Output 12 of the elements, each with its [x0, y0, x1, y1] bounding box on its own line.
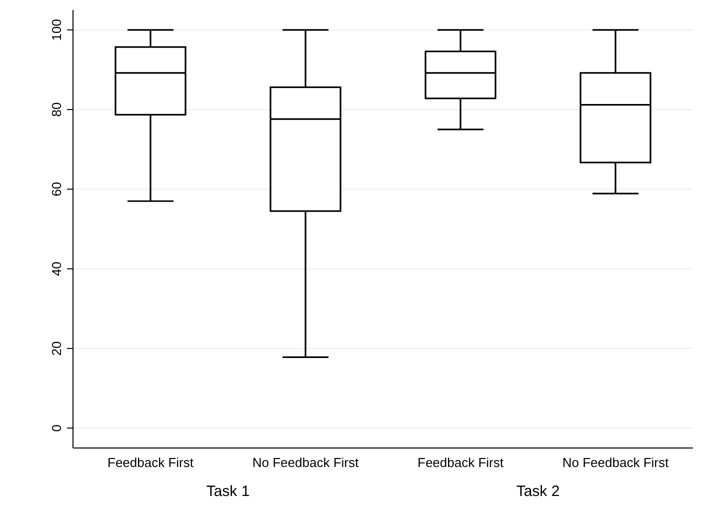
x-tick-label: Feedback First [108, 455, 194, 470]
y-tick-label: 40 [49, 262, 64, 276]
text: Task 2 [516, 483, 560, 500]
x-tick-label: No Feedback First [562, 455, 669, 470]
x-tick-label: Feedback First [418, 455, 504, 470]
y-tick-label: 100 [49, 19, 64, 41]
y-tick-label: 0 [49, 424, 64, 432]
y-tick-label: 80 [49, 102, 64, 117]
y-tick-label: 20 [49, 341, 64, 356]
text: Task 1 [206, 483, 250, 500]
x-tick-label: No Feedback First [252, 455, 359, 470]
y-tick-label: 60 [49, 182, 64, 196]
